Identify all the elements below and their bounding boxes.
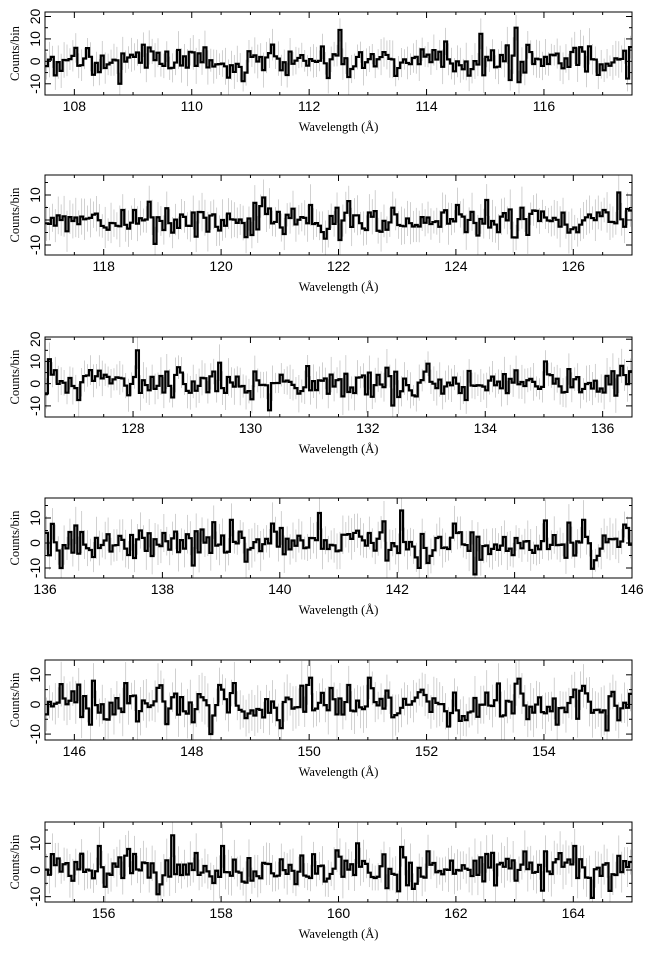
data-layer xyxy=(45,14,632,95)
data-layer xyxy=(45,660,632,740)
data-layer xyxy=(45,175,632,255)
spectrum-series xyxy=(45,26,632,85)
panel-3: 128 130 132 134 136 -10 0 10 20 Wavelength (Å) Cou… xyxy=(8,331,633,456)
spectrum-series xyxy=(45,509,632,576)
panel-5: 146 148 150 152 154 -10 0 10 Wavelength (Å) Count… xyxy=(8,659,633,779)
x-axis-title: Wavelength (Å) xyxy=(299,603,379,617)
y-tick-label: 0 xyxy=(27,216,43,224)
y-tick-label: -10 xyxy=(27,396,43,416)
x-tick-label: 112 xyxy=(298,98,321,114)
data-layer xyxy=(45,498,632,578)
x-tick-label: 116 xyxy=(533,98,556,114)
y-tick-label: -10 xyxy=(27,886,43,906)
x-axis-title: Wavelength (Å) xyxy=(299,442,379,456)
y-tick-label: 0 xyxy=(27,380,43,388)
spectrum-series xyxy=(45,676,632,736)
x-tick-label: 110 xyxy=(181,98,204,114)
panel-1: 108 110 112 114 116 -10 0 10 20 Wavelength (Å) Cou… xyxy=(8,8,633,134)
y-axis-title: Counts/bin xyxy=(8,187,22,243)
y-tick-label: 20 xyxy=(27,331,43,347)
y-tick-label: 0 xyxy=(27,700,43,708)
x-tick-label: 156 xyxy=(92,905,116,921)
y-tick-label: 10 xyxy=(27,667,43,683)
spectrum-series xyxy=(45,349,632,412)
spectrum-series xyxy=(45,191,632,245)
y-tick-label: 10 xyxy=(27,353,43,369)
panel-2: 118 120 122 124 126 -10 0 10 Wavelength (Å) Count… xyxy=(8,174,633,294)
y-axis-title: Counts/bin xyxy=(8,25,22,81)
x-tick-label: 136 xyxy=(33,581,57,597)
panel-4: 136 138 140 142 144 146 -10 0 10 Wavelength (Å) Co… xyxy=(8,497,644,617)
data-layer xyxy=(45,822,632,902)
y-tick-label: 20 xyxy=(27,8,43,24)
y-tick-label: -10 xyxy=(27,558,43,578)
x-tick-label: 136 xyxy=(591,420,615,436)
x-tick-label: 142 xyxy=(386,581,410,597)
x-tick-label: 140 xyxy=(268,581,292,597)
y-tick-label: 10 xyxy=(27,835,43,851)
y-axis-title: Counts/bin xyxy=(8,349,22,405)
y-tick-label: 10 xyxy=(27,187,43,203)
panel-6: 156 158 160 162 164 -10 0 10 Wavelength (Å) Count… xyxy=(8,821,633,941)
y-axis-title: Counts/bin xyxy=(8,510,22,566)
x-tick-label: 160 xyxy=(327,905,351,921)
spectrum-series xyxy=(45,834,632,899)
x-tick-label: 130 xyxy=(239,420,263,436)
x-tick-label: 126 xyxy=(562,258,586,274)
x-tick-label: 134 xyxy=(474,420,498,436)
x-tick-label: 146 xyxy=(620,581,644,597)
x-tick-label: 148 xyxy=(180,743,204,759)
y-tick-label: -10 xyxy=(27,724,43,744)
x-tick-label: 132 xyxy=(356,420,380,436)
x-tick-label: 154 xyxy=(532,743,556,759)
x-tick-label: 128 xyxy=(121,420,145,436)
y-axis-title: Counts/bin xyxy=(8,672,22,728)
x-tick-label: 124 xyxy=(444,258,468,274)
x-tick-label: 164 xyxy=(562,905,586,921)
x-axis-title: Wavelength (Å) xyxy=(299,120,379,134)
x-tick-label: 158 xyxy=(209,905,233,921)
x-axis-title: Wavelength (Å) xyxy=(299,280,379,294)
x-tick-label: 114 xyxy=(415,98,438,114)
x-tick-label: 152 xyxy=(415,743,439,759)
x-tick-label: 150 xyxy=(297,743,321,759)
x-tick-label: 162 xyxy=(444,905,468,921)
x-tick-label: 108 xyxy=(63,98,87,114)
y-tick-label: -10 xyxy=(27,73,43,93)
x-tick-label: 138 xyxy=(151,581,175,597)
y-axis-title: Counts/bin xyxy=(8,834,22,890)
y-tick-label: 0 xyxy=(27,866,43,874)
y-tick-label: 10 xyxy=(27,31,43,47)
x-axis-title: Wavelength (Å) xyxy=(299,927,379,941)
x-axis-title: Wavelength (Å) xyxy=(299,765,379,779)
y-tick-label: 0 xyxy=(27,57,43,65)
x-tick-label: 120 xyxy=(209,258,233,274)
x-tick-label: 146 xyxy=(63,743,87,759)
y-tick-label: -10 xyxy=(27,235,43,255)
x-tick-label: 144 xyxy=(503,581,527,597)
x-tick-label: 118 xyxy=(93,258,116,274)
data-layer xyxy=(45,337,632,417)
y-tick-label: 10 xyxy=(27,510,43,526)
x-tick-label: 122 xyxy=(327,258,351,274)
y-tick-label: 0 xyxy=(27,539,43,547)
